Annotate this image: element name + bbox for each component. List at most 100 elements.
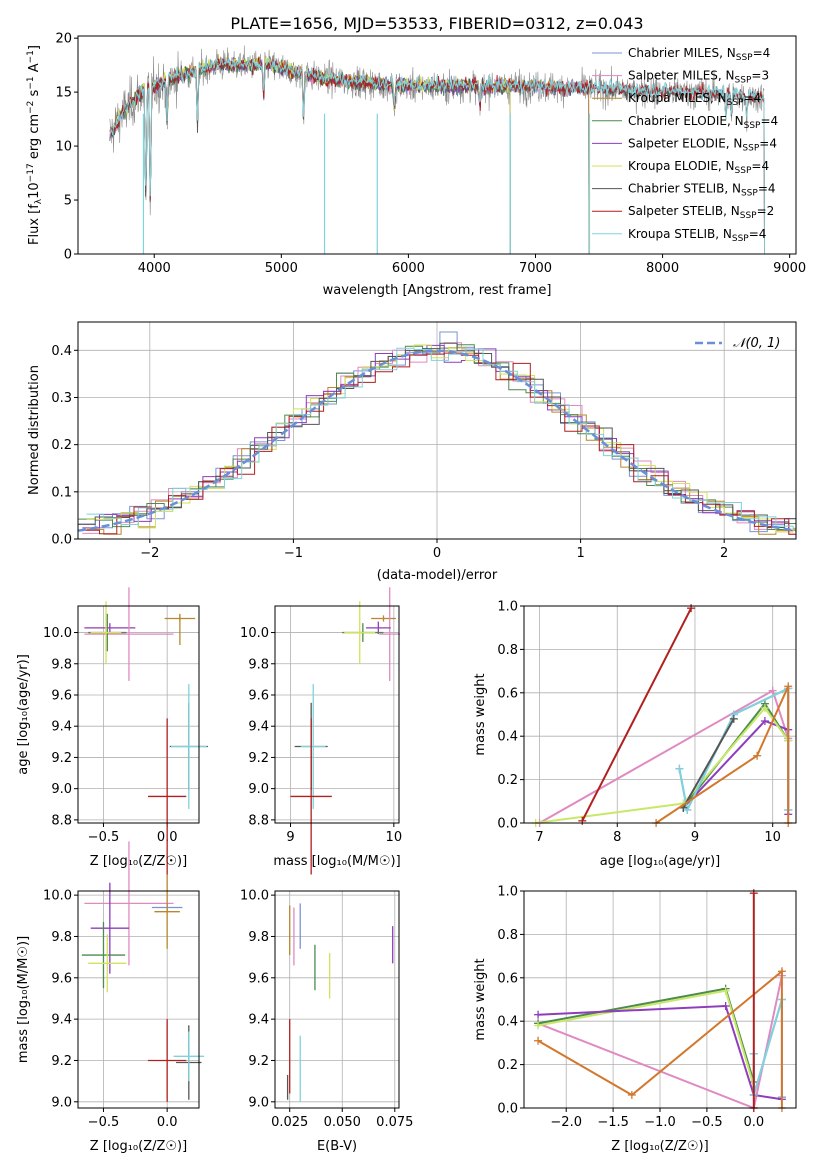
legend-entry: Kroupa ELODIE, NSSP=4 — [628, 159, 769, 176]
x-axis-label: mass [log₁₀(M/M☉)] — [273, 854, 400, 869]
y-tick-label: 10.0 — [240, 889, 269, 904]
axes-frame — [77, 321, 797, 540]
x-tick-label: −2.0 — [550, 1115, 582, 1130]
y-tick-label: 9.6 — [248, 688, 269, 703]
y-tick-label: 0.0 — [51, 533, 72, 548]
y-tick-label: 9.4 — [51, 720, 72, 735]
y-tick-label: 0.4 — [51, 344, 72, 359]
x-tick-label: 8 — [613, 830, 621, 845]
y-axis-label: Normed distribution — [27, 365, 42, 495]
x-tick-label: −0.5 — [691, 1115, 723, 1130]
y-tick-label: 9.8 — [248, 657, 269, 672]
axes-frame — [77, 890, 200, 1109]
x-tick-label: 0.0 — [743, 1115, 764, 1130]
x-axis-label: age [log₁₀(age/yr)] — [600, 854, 721, 869]
model-spectrum — [109, 57, 765, 254]
y-tick-label: 0.3 — [51, 391, 72, 406]
x-tick-label: 5000 — [265, 261, 298, 276]
y-tick-label: 9.0 — [248, 782, 269, 797]
x-tick-label: 0.025 — [271, 1115, 308, 1130]
legend-entry: Kroupa STELIB, NSSP=4 — [628, 227, 766, 244]
spectrum-panel: 4000 5000 6000 7000 8000 9000 0 5 10 15 20 Chabrier… — [26, 32, 806, 298]
y-tick-label: 10.0 — [240, 626, 269, 641]
weight-series — [537, 989, 755, 1087]
y-tick-label: 9.2 — [51, 1054, 72, 1069]
y-tick-label: 9.2 — [248, 1054, 269, 1069]
y-tick-label: 10.0 — [43, 626, 72, 641]
histogram-step — [82, 342, 796, 535]
model-spectrum — [109, 59, 590, 254]
residual-panel: −2 −1 0 1 2 0.0 0.1 0.2 0.3 0.4 𝒩(0, 1) (data-model… — [27, 321, 797, 583]
weight-series — [752, 999, 783, 1096]
legend-entry: Kroupa MILES, NSSP=4 — [628, 91, 761, 108]
y-axis-label: mass weight — [473, 673, 488, 755]
mass_vs_ebv-panel: 0.025 0.050 0.075 9.0 9.2 9.4 9.6 9.8 10.0 E(B-V) — [240, 889, 413, 1154]
y-tick-label: 0.6 — [497, 686, 518, 701]
mass_vs_Z-panel: −0.5 0.0 9.0 9.2 9.4 9.6 9.8 10.0 Z [log₁₀(Z/Z☉)… — [16, 841, 205, 1154]
y-axis-label: mass weight — [473, 958, 488, 1040]
legend-entry: Salpeter ELODIE, NSSP=4 — [628, 136, 777, 153]
age_vs_mass-panel: 9 10 8.8 9.0 9.2 9.4 9.6 9.8 10.0 mass [log₁₀(M/M… — [240, 587, 402, 875]
x-tick-label: 0 — [433, 546, 441, 561]
y-tick-label: 10.0 — [43, 889, 72, 904]
x-axis-label: E(B-V) — [317, 1139, 357, 1154]
y-tick-label: 9.8 — [51, 930, 72, 945]
weight-series — [535, 706, 790, 824]
x-tick-label: −1.5 — [597, 1115, 629, 1130]
y-tick-label: 0.4 — [497, 730, 518, 745]
weight-series — [537, 969, 783, 1108]
x-tick-label: −1.0 — [644, 1115, 676, 1130]
y-tick-label: 1.0 — [497, 885, 518, 900]
spectrum-lines — [109, 45, 765, 254]
y-tick-label: 9.2 — [248, 751, 269, 766]
y-tick-label: 9.2 — [51, 751, 72, 766]
axes-frame — [523, 605, 797, 824]
y-tick-label: 0.4 — [497, 1015, 518, 1030]
errorbars — [84, 587, 208, 875]
histogram-step — [82, 352, 796, 535]
legend-entry: Chabrier STELIB, NSSP=4 — [628, 182, 776, 199]
y-tick-label: 15 — [55, 86, 72, 101]
axes-frame — [77, 605, 200, 824]
x-tick-label: 7000 — [519, 261, 552, 276]
y-tick-label: 0.6 — [497, 971, 518, 986]
y-tick-label: 9.6 — [51, 688, 72, 703]
normal-curve — [77, 349, 797, 532]
y-tick-label: 0.2 — [497, 1058, 518, 1073]
y-tick-label: 0.8 — [497, 643, 518, 658]
x-tick-label: 6000 — [392, 261, 425, 276]
legend-entry: 𝒩(0, 1) — [733, 336, 780, 351]
weight-series — [682, 718, 735, 809]
x-tick-label: 2 — [720, 546, 728, 561]
y-tick-label: 0 — [64, 248, 72, 263]
weight-series — [678, 686, 790, 814]
y-tick-label: 0.0 — [497, 1102, 518, 1117]
y-tick-label: 8.8 — [248, 813, 269, 828]
y-tick-label: 5 — [64, 194, 72, 209]
axes-frame — [523, 890, 797, 1109]
y-tick-label: 9.4 — [248, 1013, 269, 1028]
x-tick-label: −0.5 — [88, 1115, 120, 1130]
axes-frame — [274, 605, 400, 824]
weight_vs_age-panel: 7 8 9 10 0.0 0.2 0.4 0.6 0.8 1.0 age [log₁₀(age/yr… — [473, 600, 797, 869]
y-tick-label: 9.0 — [51, 1095, 72, 1110]
x-tick-label: 10 — [764, 830, 781, 845]
x-tick-label: 9 — [286, 830, 294, 845]
y-tick-label: 10 — [55, 140, 72, 155]
x-tick-label: −2 — [140, 546, 159, 561]
y-tick-label: 0.0 — [497, 817, 518, 832]
x-tick-label: 0.050 — [324, 1115, 361, 1130]
y-axis-label: Flux [fλ10−17 erg cm−2 s−1 A−1] — [26, 45, 44, 245]
x-axis-label: wavelength [Angstrom, rest frame] — [323, 283, 552, 298]
errorbars — [286, 903, 394, 1102]
y-tick-label: 0.2 — [497, 773, 518, 788]
errorbars — [290, 587, 401, 875]
axes-frame — [274, 890, 400, 1109]
spectrum-legend: Chabrier MILES, NSSP=4 Salpeter MILES, NS… — [592, 46, 778, 244]
y-tick-label: 9.0 — [51, 782, 72, 797]
y-tick-label: 9.4 — [51, 1013, 72, 1028]
y-tick-label: 9.4 — [248, 720, 269, 735]
weight-lines — [531, 604, 793, 827]
x-axis-label: Z [log₁₀(Z/Z☉)] — [611, 1139, 708, 1154]
